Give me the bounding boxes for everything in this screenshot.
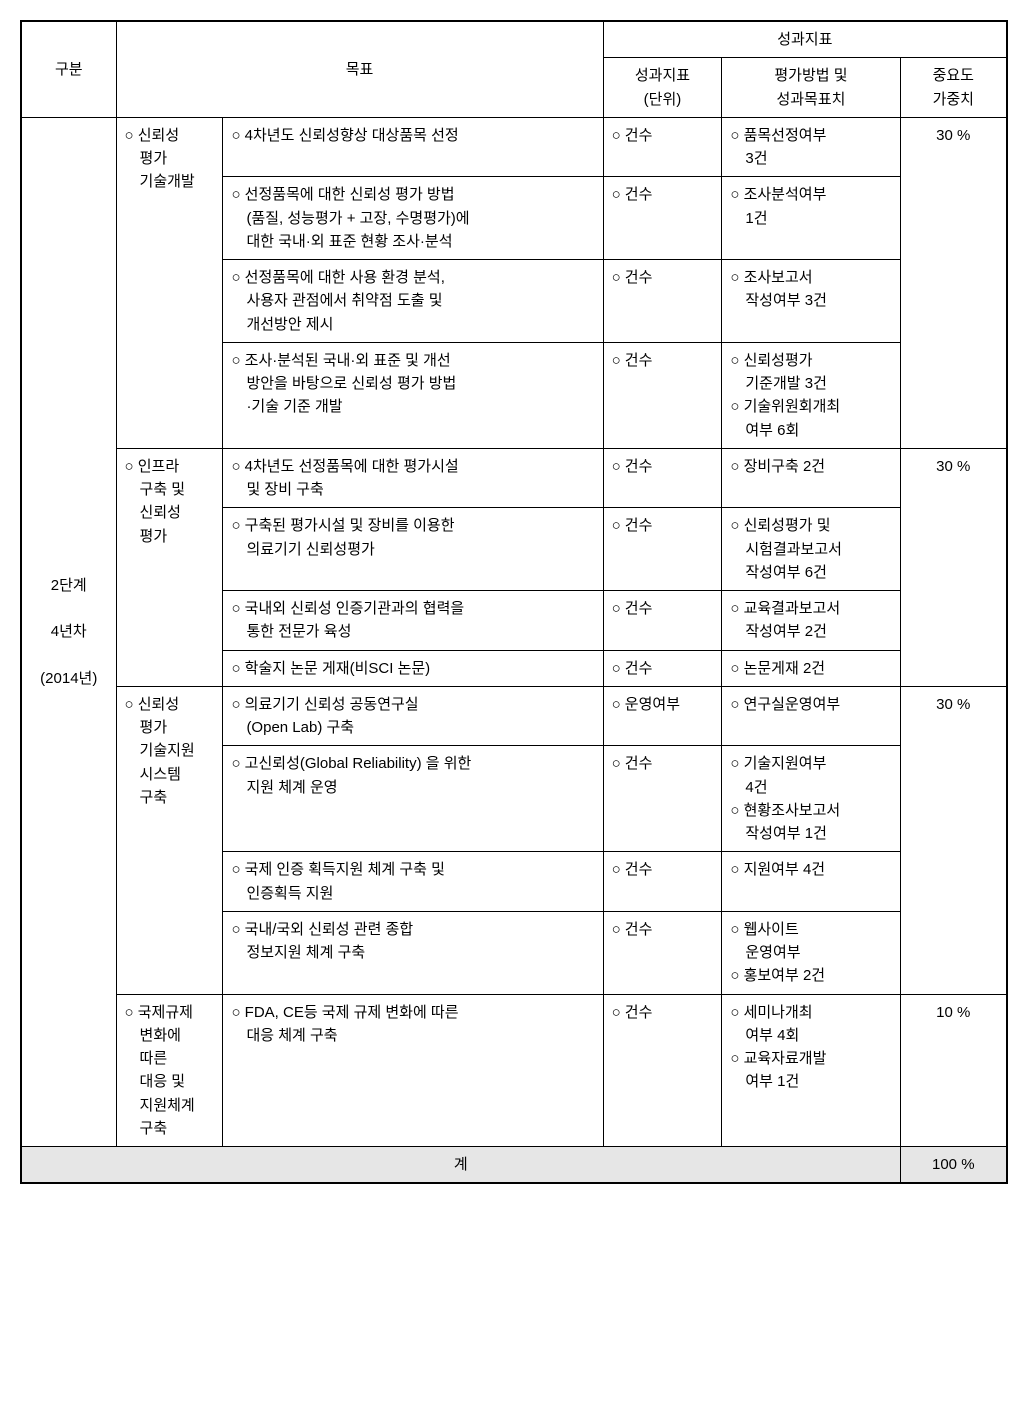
goal-cell: ○ 4차년도 신뢰성향상 대상품목 선정	[223, 117, 603, 177]
target-cell: ○ 웹사이트 운영여부○ 홍보여부 2건	[722, 911, 900, 994]
unit-cell: ○ 건수	[603, 508, 722, 591]
target-cell: ○ 장비구축 2건	[722, 448, 900, 508]
total-row: 계100 %	[21, 1147, 1007, 1184]
unit-cell: ○ 건수	[603, 591, 722, 651]
performance-table: 구분 목표 성과지표 성과지표(단위) 평가방법 및성과목표치 중요도가중치 2…	[20, 20, 1008, 1184]
target-cell: ○ 논문게재 2건	[722, 650, 900, 686]
goal-cell: ○ 선정품목에 대한 사용 환경 분석, 사용자 관점에서 취약점 도출 및 개…	[223, 260, 603, 343]
unit-cell: ○ 건수	[603, 994, 722, 1147]
unit-cell: ○ 운영여부	[603, 686, 722, 746]
weight-cell: 30 %	[900, 117, 1007, 448]
unit-cell: ○ 건수	[603, 746, 722, 852]
header-goal: 목표	[116, 21, 603, 117]
target-cell: ○ 신뢰성평가 및 시험결과보고서 작성여부 6건	[722, 508, 900, 591]
target-cell: ○ 품목선정여부 3건	[722, 117, 900, 177]
target-cell: ○ 조사분석여부 1건	[722, 177, 900, 260]
goal-cell: ○ 4차년도 선정품목에 대한 평가시설 및 장비 구축	[223, 448, 603, 508]
unit-cell: ○ 건수	[603, 117, 722, 177]
goal-cell: ○ 학술지 논문 게재(비SCI 논문)	[223, 650, 603, 686]
goal-cell: ○ FDA, CE등 국제 규제 변화에 따른 대응 체계 구축	[223, 994, 603, 1147]
weight-cell: 30 %	[900, 686, 1007, 994]
goal-cell: ○ 국제 인증 획득지원 체계 구축 및 인증획득 지원	[223, 852, 603, 912]
target-cell: ○ 세미나개최 여부 4회○ 교육자료개발 여부 1건	[722, 994, 900, 1147]
table-row: ○ 인프라 구축 및 신뢰성 평가○ 4차년도 선정품목에 대한 평가시설 및 …	[21, 448, 1007, 508]
target-cell: ○ 연구실운영여부	[722, 686, 900, 746]
unit-cell: ○ 건수	[603, 911, 722, 994]
target-cell: ○ 조사보고서 작성여부 3건	[722, 260, 900, 343]
target-cell: ○ 교육결과보고서 작성여부 2건	[722, 591, 900, 651]
target-cell: ○ 기술지원여부 4건○ 현황조사보고서 작성여부 1건	[722, 746, 900, 852]
goal-cell: ○ 의료기기 신뢰성 공동연구실 (Open Lab) 구축	[223, 686, 603, 746]
unit-cell: ○ 건수	[603, 852, 722, 912]
phase-cell: 2단계4년차(2014년)	[21, 117, 116, 1146]
goal-cell: ○ 선정품목에 대한 신뢰성 평가 방법 (품질, 성능평가 + 고장, 수명평…	[223, 177, 603, 260]
header-metric-group: 성과지표	[603, 21, 1007, 58]
goal-cell: ○ 고신뢰성(Global Reliability) 을 위한 지원 체계 운영	[223, 746, 603, 852]
unit-cell: ○ 건수	[603, 448, 722, 508]
unit-cell: ○ 건수	[603, 650, 722, 686]
header-gubun: 구분	[21, 21, 116, 117]
total-label: 계	[21, 1147, 900, 1184]
table-head: 구분 목표 성과지표 성과지표(단위) 평가방법 및성과목표치 중요도가중치	[21, 21, 1007, 117]
goal-cell: ○ 국내외 신뢰성 인증기관과의 협력을 통한 전문가 육성	[223, 591, 603, 651]
header-weight: 중요도가중치	[900, 58, 1007, 118]
target-cell: ○ 지원여부 4건	[722, 852, 900, 912]
target-cell: ○ 신뢰성평가 기준개발 3건○ 기술위원회개최 여부 6회	[722, 342, 900, 448]
category-cell: ○ 인프라 구축 및 신뢰성 평가	[116, 448, 223, 686]
table-body: 2단계4년차(2014년)○ 신뢰성 평가 기술개발○ 4차년도 신뢰성향상 대…	[21, 117, 1007, 1183]
goal-cell: ○ 국내/국외 신뢰성 관련 종합 정보지원 체계 구축	[223, 911, 603, 994]
unit-cell: ○ 건수	[603, 260, 722, 343]
table-row: 2단계4년차(2014년)○ 신뢰성 평가 기술개발○ 4차년도 신뢰성향상 대…	[21, 117, 1007, 177]
header-metric-unit: 성과지표(단위)	[603, 58, 722, 118]
category-cell: ○ 국제규제 변화에 따른 대응 및 지원체계 구축	[116, 994, 223, 1147]
unit-cell: ○ 건수	[603, 177, 722, 260]
header-metric-target: 평가방법 및성과목표치	[722, 58, 900, 118]
goal-cell: ○ 조사·분석된 국내·외 표준 및 개선 방안을 바탕으로 신뢰성 평가 방법…	[223, 342, 603, 448]
category-cell: ○ 신뢰성 평가 기술지원 시스템 구축	[116, 686, 223, 994]
total-value: 100 %	[900, 1147, 1007, 1184]
table-row: ○ 국제규제 변화에 따른 대응 및 지원체계 구축○ FDA, CE등 국제 …	[21, 994, 1007, 1147]
weight-cell: 10 %	[900, 994, 1007, 1147]
category-cell: ○ 신뢰성 평가 기술개발	[116, 117, 223, 448]
table-row: ○ 신뢰성 평가 기술지원 시스템 구축○ 의료기기 신뢰성 공동연구실 (Op…	[21, 686, 1007, 746]
weight-cell: 30 %	[900, 448, 1007, 686]
unit-cell: ○ 건수	[603, 342, 722, 448]
goal-cell: ○ 구축된 평가시설 및 장비를 이용한 의료기기 신뢰성평가	[223, 508, 603, 591]
